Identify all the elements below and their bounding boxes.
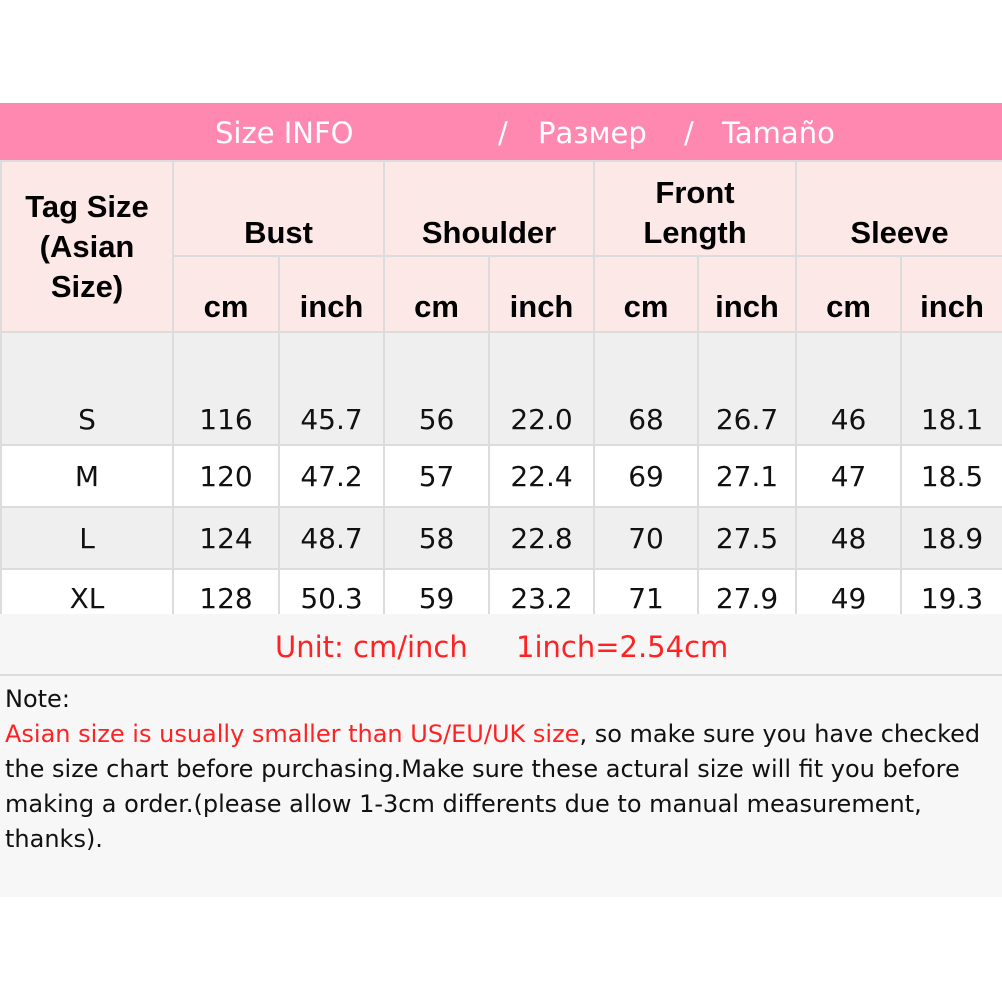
header-sleeve: Sleeve [795, 160, 1002, 257]
table-row: S 116 45.7 56 22.0 68 26.7 46 18.1 [0, 331, 1002, 446]
measurement-cell: 22.0 [488, 331, 596, 446]
measurement-cell: 22.8 [488, 506, 596, 570]
table-row: L 124 48.7 58 22.8 70 27.5 48 18.9 [0, 506, 1002, 570]
header-front-length-label: Front Length [643, 175, 747, 250]
note-section: Note: Asian size is usually smaller than… [0, 676, 1002, 897]
unit-label: Unit: cm/inch [275, 630, 468, 664]
header-shoulder: Shoulder [383, 160, 596, 257]
header-unit-cm: cm [795, 255, 903, 333]
size-info-title-bar: Size INFO / Размер / Tamaño [0, 103, 1002, 160]
measurement-cell: 27.1 [697, 444, 798, 508]
measurement-cell: 22.4 [488, 444, 596, 508]
measurement-cell: 18.5 [900, 444, 1002, 508]
size-cell: S [0, 331, 174, 446]
measurement-cell: 45.7 [277, 331, 386, 446]
header-front-length: Front Length [593, 160, 798, 257]
note-body: , so make sure you have checked the size… [5, 720, 981, 853]
header-unit-inch: inch [697, 255, 798, 333]
measurement-cell: 46 [795, 331, 903, 446]
table-row: M 120 47.2 57 22.4 69 27.1 47 18.5 [0, 444, 1002, 508]
measurement-cell: 120 [172, 444, 280, 508]
size-cell: L [0, 506, 174, 570]
measurement-cell: 124 [172, 506, 280, 570]
measurement-cell: 58 [383, 506, 491, 570]
header-bust: Bust [171, 160, 386, 257]
header-row-units: cm inch cm inch cm inch cm inch [1, 255, 1002, 333]
header-unit-cm: cm [172, 255, 280, 333]
header-unit-inch: inch [900, 255, 1002, 333]
measurement-cell: 70 [593, 506, 700, 570]
header-unit-cm: cm [593, 255, 700, 333]
note-heading: Note: [5, 685, 70, 713]
unit-row: Unit: cm/inch 1inch=2.54cm [0, 614, 1002, 676]
measurement-cell: 18.1 [900, 331, 1002, 446]
header-tag-size: Tag Size (Asian Size) [0, 160, 174, 333]
title-english: Size INFO [215, 116, 354, 150]
measurement-cell: 57 [383, 444, 491, 508]
measurement-cell: 48.7 [277, 506, 386, 570]
measurement-cell: 69 [593, 444, 700, 508]
measurement-cell: 26.7 [697, 331, 798, 446]
measurement-cell: 116 [172, 331, 280, 446]
measurement-cell: 27.5 [697, 506, 798, 570]
header-unit-cm: cm [383, 255, 491, 333]
measurement-cell: 47 [795, 444, 903, 508]
measurement-cell: 56 [383, 331, 491, 446]
header-unit-inch: inch [488, 255, 596, 333]
title-russian: Размер [538, 116, 647, 150]
measurement-cell: 48 [795, 506, 903, 570]
title-separator: / [684, 116, 694, 150]
measurement-cell: 47.2 [277, 444, 386, 508]
header-tag-size-label: Tag Size (Asian Size) [25, 188, 149, 304]
note-highlight: Asian size is usually smaller than US/EU… [5, 720, 580, 748]
note-text: Asian size is usually smaller than US/EU… [5, 717, 1002, 857]
header-unit-inch: inch [277, 255, 386, 333]
size-chart-table: Tag Size (Asian Size) Bust Shoulder Fron… [0, 160, 1002, 628]
header-row-groups: Tag Size (Asian Size) Bust Shoulder Fron… [0, 160, 1002, 333]
measurement-cell: 68 [593, 331, 700, 446]
unit-conversion: 1inch=2.54cm [516, 630, 729, 664]
title-spanish: Tamaño [722, 116, 835, 150]
size-cell: M [0, 444, 174, 508]
measurement-cell: 18.9 [900, 506, 1002, 570]
title-separator: / [498, 116, 508, 150]
